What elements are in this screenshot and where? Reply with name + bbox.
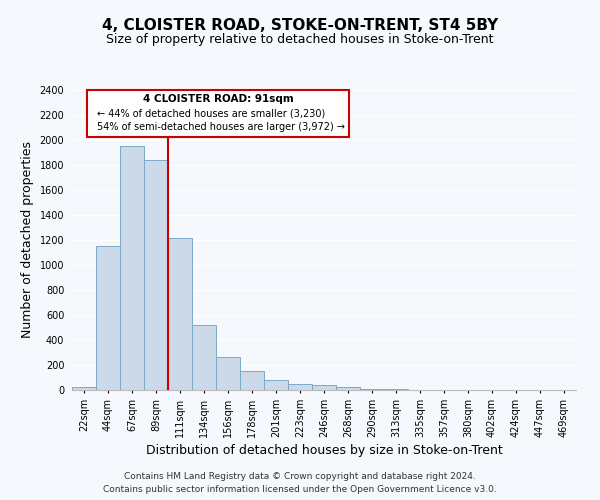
Bar	[240, 371, 264, 390]
Text: ← 44% of detached houses are smaller (3,230): ← 44% of detached houses are smaller (3,…	[97, 108, 325, 118]
Bar	[336, 387, 360, 390]
Text: 54% of semi-detached houses are larger (3,972) →: 54% of semi-detached houses are larger (…	[97, 122, 345, 132]
Bar	[288, 384, 312, 390]
Bar	[120, 146, 144, 390]
Bar	[264, 380, 288, 390]
Bar	[216, 357, 240, 390]
Bar	[72, 387, 96, 390]
Text: Contains public sector information licensed under the Open Government Licence v3: Contains public sector information licen…	[103, 485, 497, 494]
Bar	[144, 160, 168, 390]
Bar	[96, 246, 120, 390]
Bar	[192, 325, 216, 390]
Bar	[360, 389, 384, 390]
Text: 4 CLOISTER ROAD: 91sqm: 4 CLOISTER ROAD: 91sqm	[143, 94, 293, 104]
Text: 4, CLOISTER ROAD, STOKE-ON-TRENT, ST4 5BY: 4, CLOISTER ROAD, STOKE-ON-TRENT, ST4 5B…	[102, 18, 498, 32]
X-axis label: Distribution of detached houses by size in Stoke-on-Trent: Distribution of detached houses by size …	[146, 444, 502, 457]
Bar	[312, 385, 336, 390]
Text: Contains HM Land Registry data © Crown copyright and database right 2024.: Contains HM Land Registry data © Crown c…	[124, 472, 476, 481]
FancyBboxPatch shape	[87, 90, 349, 136]
Text: Size of property relative to detached houses in Stoke-on-Trent: Size of property relative to detached ho…	[106, 32, 494, 46]
Bar	[168, 238, 192, 390]
Y-axis label: Number of detached properties: Number of detached properties	[21, 142, 34, 338]
